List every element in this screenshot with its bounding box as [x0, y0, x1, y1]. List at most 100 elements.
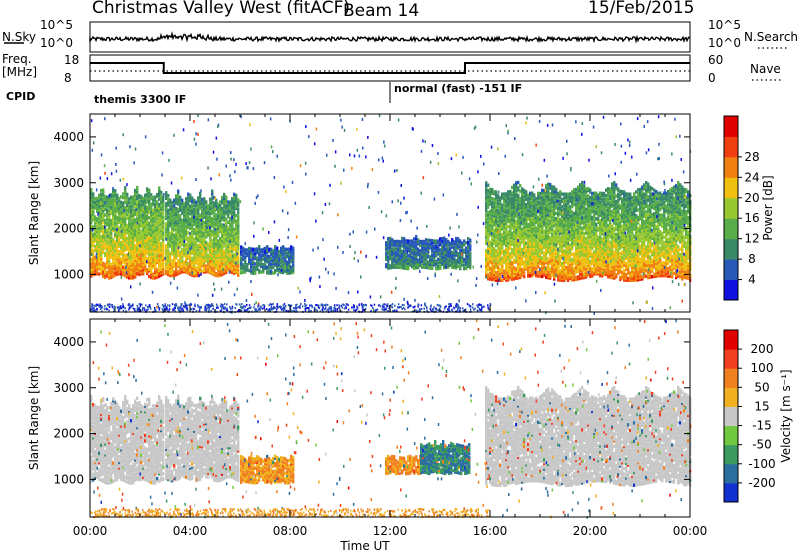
range-gate-cell: [158, 217, 161, 221]
range-gate-cell: [162, 200, 165, 205]
range-gate-cell: [185, 261, 188, 265]
range-gate-cell: [185, 208, 188, 212]
range-gate-cell: [126, 227, 129, 231]
range-gate-cell: [215, 202, 218, 206]
range-gate-cell: [136, 191, 139, 195]
velocity-tick-label: -15: [752, 419, 772, 433]
range-gate-cell: [195, 250, 198, 254]
range-gate-cell: [94, 259, 97, 263]
range-gate-cell: [114, 244, 117, 248]
range-gate-cell: [132, 197, 135, 201]
range-gate-cell: [189, 243, 192, 247]
range-gate-cell: [197, 251, 200, 255]
range-gate-cell: [112, 271, 115, 275]
range-gate-cell: [219, 266, 222, 270]
range-gate-cell: [102, 261, 105, 266]
range-gate-cell: [219, 271, 222, 276]
range-gate-cell: [165, 207, 168, 211]
range-gate-cell: [221, 199, 224, 203]
range-gate-cell: [122, 272, 125, 277]
freq-series: [90, 62, 690, 74]
range-gate-cell: [193, 204, 196, 208]
range-gate-cell: [195, 224, 198, 228]
range-gate-cell: [98, 195, 101, 199]
range-gate-cell: [106, 213, 109, 218]
range-gate-cell: [106, 217, 109, 221]
range-gate-cell: [152, 259, 155, 264]
range-gate-cell: [179, 263, 182, 267]
velocity-colorbar-swatch: [724, 349, 738, 369]
range-gate-cell: [158, 213, 161, 218]
range-gate-cell: [130, 210, 133, 214]
range-gate-cell: [165, 216, 168, 221]
range-gate-cell: [233, 262, 236, 266]
cpid-segment-1: themis 3300 IF: [94, 93, 187, 106]
range-gate-cell: [136, 189, 139, 193]
range-gate-cell: [92, 234, 95, 238]
range-gate-cell: [185, 270, 188, 274]
range-gate-cell: [160, 267, 163, 272]
range-gate-cell: [221, 197, 224, 201]
range-gate-cell: [100, 196, 103, 200]
range-gate-cell: [173, 257, 176, 261]
range-gate-cell: [191, 216, 194, 220]
power-axis-label: Power [dB]: [761, 175, 775, 240]
range-gate-cell: [171, 215, 174, 219]
range-gate-cell: [213, 241, 216, 246]
range-gate-cell: [126, 194, 129, 198]
range-gate-cell: [221, 216, 224, 220]
range-gate-cell: [136, 239, 139, 243]
range-gate-cell: [146, 192, 149, 197]
range-gate-cell: [100, 247, 103, 252]
range-gate-cell: [173, 217, 176, 221]
range-gate-cell: [227, 257, 230, 261]
power-colorbar-swatch: [724, 177, 738, 199]
range-gate-cell: [124, 239, 127, 243]
range-gate-cell: [114, 223, 117, 228]
range-gate-cell: [140, 196, 143, 201]
range-gate-cell: [231, 206, 234, 210]
range-gate-cell: [154, 206, 157, 210]
range-gate-cell: [156, 194, 159, 199]
range-gate-cell: [199, 197, 202, 201]
range-gate-cell: [187, 231, 190, 235]
power-colorbar-swatch: [724, 156, 738, 178]
range-gate-cell: [162, 224, 165, 228]
range-gate-cell: [229, 246, 232, 250]
range-gate-cell: [215, 231, 218, 235]
range-gate-cell: [122, 247, 125, 251]
range-gate-cell: [128, 235, 131, 240]
range-gate-cell: [179, 206, 182, 211]
range-gate-cell: [130, 214, 133, 218]
range-gate-cell: [100, 203, 103, 208]
range-gate-cell: [124, 257, 127, 261]
range-gate-cell: [185, 204, 188, 208]
range-gate-cell: [181, 228, 184, 232]
range-gate-cell: [203, 246, 206, 250]
range-gate-cell: [197, 271, 200, 275]
range-gate-cell: [199, 239, 202, 243]
range-gate-cell: [231, 268, 234, 273]
range-gate-cell: [92, 238, 95, 242]
range-gate-cell: [162, 250, 165, 254]
range-gate-cell: [136, 235, 139, 239]
range-gate-cell: [201, 249, 204, 253]
range-gate-cell: [169, 202, 172, 206]
range-gate-cell: [195, 208, 198, 212]
range-gate-cell: [215, 200, 218, 204]
range-gate-cell: [122, 210, 125, 214]
range-gate-cell: [191, 223, 194, 228]
range-gate-cell: [201, 234, 204, 238]
range-gate-cell: [233, 240, 236, 244]
range-gate-cell: [171, 209, 174, 214]
range-gate-cell: [118, 262, 121, 267]
range-gate-cell: [517, 180, 520, 185]
range-gate-cell: [205, 207, 208, 212]
range-gate-cell: [138, 214, 141, 218]
range-gate-cell: [209, 221, 212, 225]
range-gate-cell: [162, 244, 165, 249]
range-gate-cell: [189, 211, 192, 216]
range-gate-cell: [160, 247, 163, 251]
range-gate-cell: [110, 262, 113, 267]
range-gate-cell: [106, 239, 109, 243]
